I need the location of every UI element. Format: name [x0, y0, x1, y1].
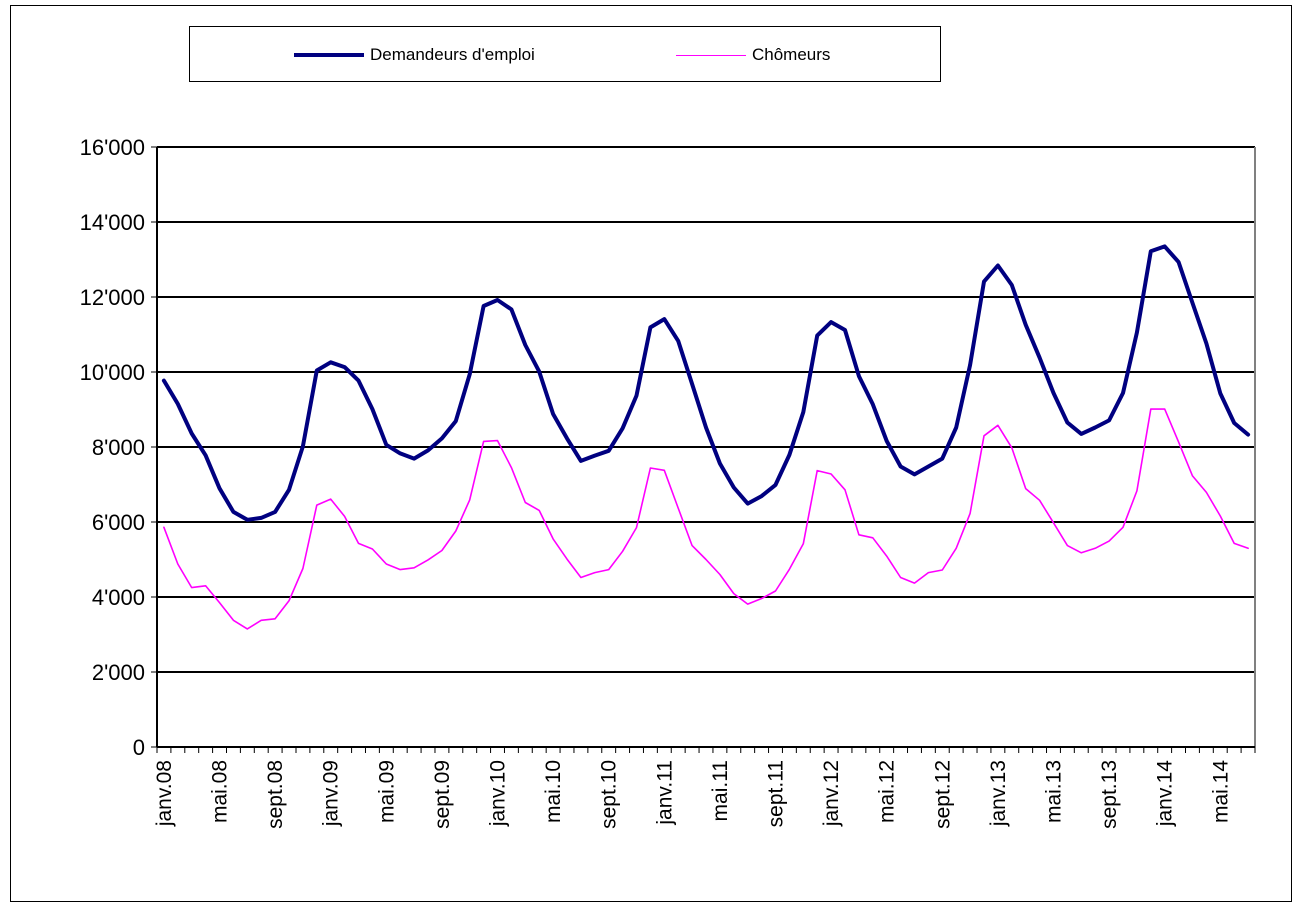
x-tick-label: janv.09 — [320, 760, 343, 827]
x-tick-label: janv.08 — [153, 760, 176, 827]
y-tick-label: 2'000 — [92, 660, 145, 685]
grid-lines — [157, 146, 1255, 673]
y-tick-label: 6'000 — [92, 510, 145, 535]
x-tick-label: janv.11 — [653, 760, 676, 826]
x-tick-label: mai.12 — [876, 760, 899, 823]
x-tick-label: mai.10 — [542, 760, 565, 823]
x-tick-label: sept.13 — [1098, 760, 1121, 829]
x-tick-label: janv.13 — [987, 760, 1010, 827]
x-tick-label: mai.14 — [1209, 760, 1232, 823]
legend-item-demandeurs: Demandeurs d'emploi — [294, 27, 535, 83]
y-tick-label: 14'000 — [80, 210, 145, 235]
x-tick-label: sept.11 — [764, 760, 787, 827]
series-lines — [161, 244, 1251, 630]
x-tick-label: janv.14 — [1154, 760, 1177, 827]
axes — [151, 146, 1256, 753]
legend-swatch-chomeurs — [676, 54, 746, 56]
legend-swatch-demandeurs — [294, 53, 364, 57]
x-tick-label: janv.10 — [487, 760, 510, 827]
x-tick-label: mai.08 — [209, 760, 232, 823]
y-tick-label: 8'000 — [92, 435, 145, 460]
y-tick-labels: 0 2'000 4'000 6'000 8'000 10'000 12'000 14'000 1… — [80, 135, 145, 760]
y-tick-label: 12'000 — [80, 285, 145, 310]
x-tick-label: mai.09 — [375, 760, 398, 823]
x-tick-label: mai.11 — [709, 760, 732, 821]
y-tick-label: 4'000 — [92, 585, 145, 610]
y-tick-label: 10'000 — [80, 360, 145, 385]
x-tick-label: sept.08 — [264, 760, 287, 829]
legend-label-demandeurs: Demandeurs d'emploi — [370, 45, 535, 64]
series-line-demandeurs — [161, 244, 1251, 522]
series-line-chomeurs — [163, 408, 1249, 630]
x-tick-label: sept.10 — [598, 760, 621, 829]
legend-item-chomeurs: Chômeurs — [676, 27, 830, 83]
x-tick-label: janv.12 — [820, 760, 843, 827]
x-tick-label: sept.09 — [431, 760, 454, 829]
y-tick-label: 0 — [133, 735, 145, 760]
y-tick-label: 16'000 — [80, 135, 145, 160]
legend-label-chomeurs: Chômeurs — [752, 45, 831, 64]
legend: Demandeurs d'emploi Chômeurs — [189, 26, 941, 82]
x-tick-label: sept.12 — [931, 760, 954, 829]
x-tick-label: mai.13 — [1042, 760, 1065, 823]
chart-frame — [10, 5, 1292, 902]
x-tick-labels: janv.08 mai.08 sept.08 janv.09 mai.09 sept.09… — [153, 760, 1232, 829]
